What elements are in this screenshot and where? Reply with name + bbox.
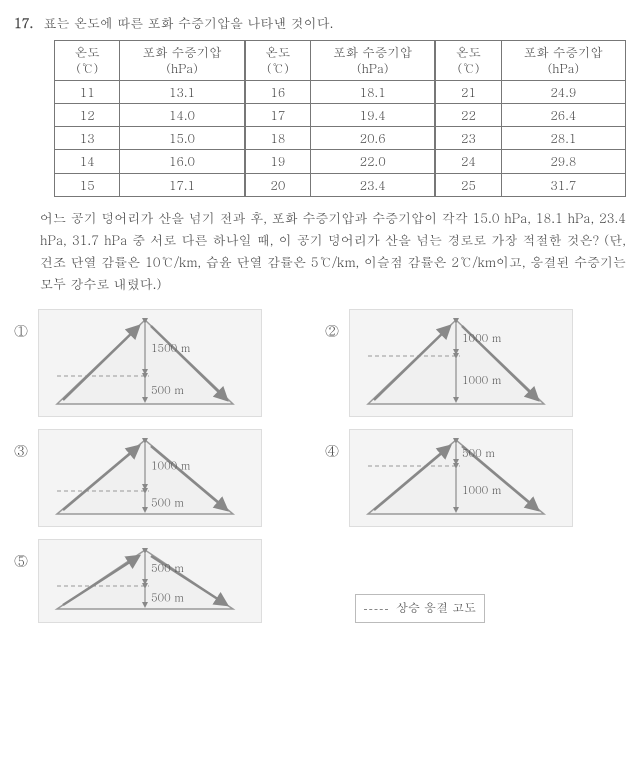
choice-1-num: ① — [14, 319, 32, 343]
choices-grid: ① 1500 m 500 m ② — [14, 309, 626, 622]
th-temp-2: 온도 (℃) — [245, 41, 311, 81]
th-vp-2: 포화 수증기압 (hPa) — [311, 41, 436, 81]
choice-5-num: ⑤ — [14, 549, 32, 573]
question-paragraph: 어느 공기 덩어리가 산을 넘기 전과 후, 포화 수증기압과 수증기압이 각각… — [40, 207, 626, 295]
table-row: 1315.01820.62328.1 — [55, 127, 626, 150]
choice-3: ③ 1000 m 500 m — [14, 429, 315, 527]
choice-1: ① 1500 m 500 m — [14, 309, 315, 417]
th-temp-3: 온도 (℃) — [435, 41, 501, 81]
mountain-3: 1000 m 500 m — [38, 429, 262, 527]
legend-box: 상승 응결 고도 — [355, 594, 485, 622]
svg-text:1000 m: 1000 m — [462, 331, 502, 346]
choice-3-num: ③ — [14, 439, 32, 463]
mountain-1: 1500 m 500 m — [38, 309, 262, 417]
svg-text:500 m: 500 m — [462, 446, 495, 461]
mountain-2: 1000 m 1000 m — [349, 309, 573, 417]
svg-text:1000 m: 1000 m — [462, 483, 502, 498]
svg-text:1000 m: 1000 m — [151, 459, 191, 474]
vapor-pressure-table: 온도 (℃) 포화 수증기압 (hPa) 온도 (℃) 포화 수증기압 (hPa… — [54, 40, 626, 197]
th-vp-1: 포화 수증기압 (hPa) — [120, 41, 245, 81]
question-number: 17. — [14, 13, 33, 32]
th-vp-3: 포화 수증기압 (hPa) — [501, 41, 625, 81]
svg-text:1000 m: 1000 m — [462, 373, 502, 388]
svg-text:500 m: 500 m — [151, 561, 184, 576]
choice-2: ② 1000 m 1000 m — [325, 309, 626, 417]
choice-5: ⑤ 500 m 500 m — [14, 539, 315, 622]
table-row: 1214.01719.42226.4 — [55, 103, 626, 126]
mountain-4: 500 m 1000 m — [349, 429, 573, 527]
legend-cell: 상승 응결 고도 — [325, 570, 626, 622]
question-line: 17. 표는 온도에 따른 포화 수증기압을 나타낸 것이다. — [14, 12, 626, 34]
table-row: 1113.11618.12124.9 — [55, 80, 626, 103]
choice-2-num: ② — [325, 319, 343, 343]
svg-text:500 m: 500 m — [151, 383, 184, 398]
question-title: 표는 온도에 따른 포화 수증기압을 나타낸 것이다. — [44, 13, 334, 32]
mountain-5: 500 m 500 m — [38, 539, 262, 622]
choice-4: ④ 500 m 1000 m — [325, 429, 626, 527]
choice-4-num: ④ — [325, 439, 343, 463]
table-row: 1416.01922.02429.8 — [55, 150, 626, 173]
th-temp-1: 온도 (℃) — [55, 41, 120, 81]
svg-text:1500 m: 1500 m — [151, 341, 191, 356]
legend-text: 상승 응결 고도 — [396, 599, 476, 616]
svg-text:500 m: 500 m — [151, 496, 184, 511]
legend-dash-icon — [364, 609, 388, 610]
table-row: 1517.12023.42531.7 — [55, 173, 626, 196]
svg-text:500 m: 500 m — [151, 591, 184, 606]
